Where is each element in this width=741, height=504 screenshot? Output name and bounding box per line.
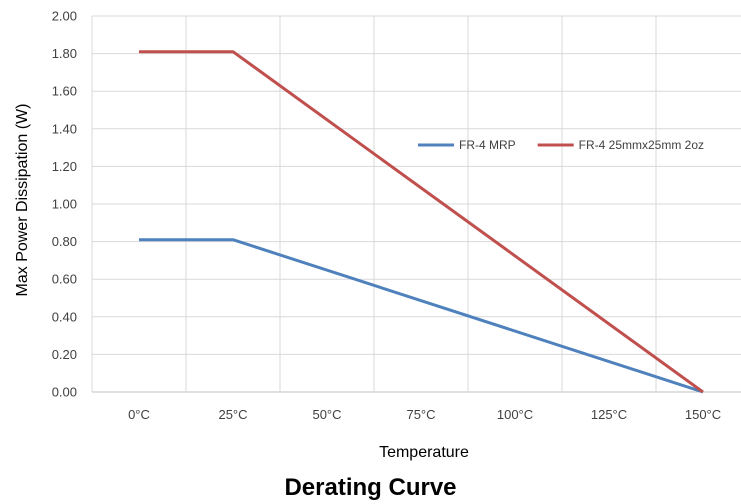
y-tick-label: 2.00 bbox=[52, 9, 77, 24]
y-tick-label: 1.00 bbox=[52, 197, 77, 212]
series-lines bbox=[139, 50, 704, 394]
y-tick-label: 1.80 bbox=[52, 46, 77, 61]
derating-chart: 0.00 0.20 0.40 0.60 0.80 1.00 1.20 1.40 1.60 1.80… bbox=[14, 9, 741, 461]
y-tick-label: 1.40 bbox=[52, 121, 77, 136]
x-tick-label: 150°C bbox=[685, 407, 721, 422]
y-axis-label: Max Power Dissipation (W) bbox=[14, 104, 31, 297]
legend-label: FR-4 MRP bbox=[459, 138, 516, 152]
y-axis-ticks: 0.00 0.20 0.40 0.60 0.80 1.00 1.20 1.40 1.60 1.80… bbox=[52, 9, 77, 400]
y-tick-label: 0.00 bbox=[52, 385, 77, 400]
x-tick-label: 75°C bbox=[406, 407, 435, 422]
x-tick-label: 25°C bbox=[218, 407, 247, 422]
legend-label: FR-4 25mmx25mm 2oz bbox=[579, 138, 704, 152]
x-axis-ticks: 0°C 25°C 50°C 75°C 100°C 125°C 150°C bbox=[128, 407, 721, 422]
series-line bbox=[139, 50, 704, 394]
gridlines bbox=[91, 15, 741, 393]
series-line bbox=[139, 238, 704, 394]
y-tick-label: 0.60 bbox=[52, 272, 77, 287]
x-tick-label: 125°C bbox=[591, 407, 627, 422]
x-tick-label: 100°C bbox=[497, 407, 533, 422]
x-tick-label: 0°C bbox=[128, 407, 150, 422]
chart-title: Derating Curve bbox=[284, 474, 457, 501]
y-tick-label: 1.20 bbox=[52, 159, 77, 174]
x-tick-label: 50°C bbox=[312, 407, 341, 422]
y-tick-label: 0.40 bbox=[52, 309, 77, 324]
legend: FR-4 MRP FR-4 25mmx25mm 2oz bbox=[418, 138, 704, 152]
x-axis-label: Temperature bbox=[379, 444, 469, 461]
y-tick-label: 0.80 bbox=[52, 234, 77, 249]
y-tick-label: 0.20 bbox=[52, 347, 77, 362]
y-tick-label: 1.60 bbox=[52, 84, 77, 99]
